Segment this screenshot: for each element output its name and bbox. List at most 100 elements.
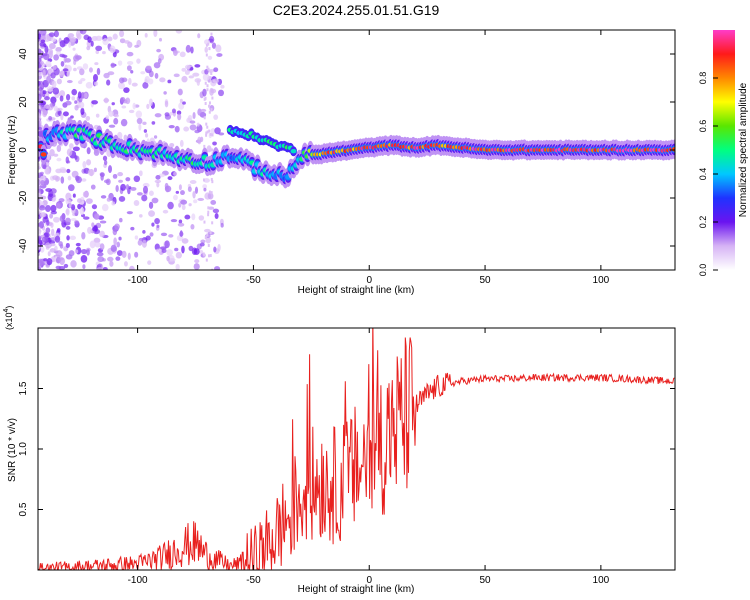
heatmap-noise-cell [65, 217, 71, 225]
heatmap-noise-cell [208, 190, 211, 194]
heatmap-noise-cell [46, 219, 50, 226]
heatmap-noise-cell [79, 196, 85, 205]
x-tick-label: 50 [479, 275, 491, 286]
heatmap-noise-cell [59, 168, 67, 174]
snr-panel: -100 -50 0 50 100 0.5 1.0 1.5 (x104) Height of … [3, 306, 676, 595]
heatmap-noise-cell [59, 215, 65, 223]
heatmap-noise-cell [81, 231, 86, 240]
heatmap-noise-cell [97, 256, 105, 263]
heatmap-noise-cell [74, 249, 79, 254]
heatmap-noise-cell [52, 64, 57, 71]
heatmap-noise-cell [71, 96, 76, 101]
heatmap-noise-cell [151, 121, 156, 125]
heatmap-noise-cell [138, 123, 142, 131]
heatmap-noise-cell [208, 129, 211, 133]
heatmap-noise-cell [128, 109, 135, 114]
heatmap-noise-cell [48, 32, 56, 37]
heatmap-noise-cell [46, 152, 51, 161]
heatmap-noise-cell [59, 40, 66, 48]
heatmap-noise-cell [156, 48, 161, 53]
heatmap-noise-cell [206, 84, 209, 88]
heatmap-noise-cell [181, 245, 185, 254]
heatmap-noise-cell [210, 200, 217, 205]
heatmap-noise-cell [54, 235, 61, 243]
heatmap-noise-cell [180, 199, 188, 205]
heatmap-noise-cell [190, 224, 195, 230]
colorbar-tick-label: 0.4 [698, 168, 708, 181]
heatmap-noise-cell [77, 203, 82, 210]
heatmap-noise-cell [164, 112, 170, 117]
heatmap-noise-cell [111, 201, 116, 206]
heatmap-noise-cell [82, 191, 89, 198]
heatmap-noise-cell [46, 258, 53, 266]
heatmap-noise-cell [75, 176, 82, 184]
snr-line [38, 328, 675, 570]
heatmap-noise-cell [172, 49, 178, 56]
heatmap-noise-cell [72, 193, 76, 198]
heatmap-noise-cell [94, 214, 100, 220]
heatmap-noise-cell [116, 250, 123, 256]
heatmap-noise-cell [133, 175, 141, 183]
heatmap-noise-cell [70, 36, 77, 43]
heatmap-noise-cell [210, 71, 213, 75]
heatmap-noise-cell [81, 178, 87, 182]
heatmap-noise-cell [40, 180, 45, 186]
heatmap-noise-cell [45, 60, 52, 67]
heatmap-noise-cell [207, 42, 210, 46]
heatmap-noise-cell [60, 60, 65, 67]
heatmap-noise-cell [45, 227, 51, 234]
heatmap-noise-cell [86, 159, 92, 166]
heatmap-noise-cell [117, 60, 123, 66]
colorbar-ticks: 0.0 0.2 0.4 0.6 0.8 [698, 72, 718, 277]
heatmap-noise-cell [181, 238, 189, 244]
x-tick-label: 100 [593, 275, 610, 286]
heatmap-noise-cell [212, 208, 220, 214]
heatmap-noise-cell [213, 114, 219, 120]
heatmap-noise-cell [72, 47, 76, 51]
heatmap-noise-cell [77, 80, 83, 85]
heatmap-noise-cell [50, 37, 57, 43]
heatmap-noise-cell [171, 108, 176, 114]
heatmap-noise-cell [205, 131, 208, 135]
figure-title: C2E3.2024.255.01.51.G19 [273, 2, 440, 18]
heatmap-noise-cell [179, 98, 183, 103]
heatmap-noise-cell [134, 235, 139, 240]
heatmap-noise-cell [87, 36, 92, 43]
heatmap-noise-cell [62, 68, 69, 72]
heatmap-noise-cell [90, 40, 94, 47]
colorbar-tick-label: 0.0 [698, 264, 708, 277]
heatmap-noise-cell [196, 79, 200, 86]
heatmap-noise-cell [176, 110, 182, 115]
heatmap-noise-cell [117, 131, 123, 140]
heatmap-noise-cell [211, 96, 214, 100]
heatmap-noise-cell [118, 82, 125, 90]
heatmap-noise-cell [71, 88, 78, 96]
heatmap-noise-cell [184, 70, 190, 75]
heatmap-noise-cell [38, 266, 42, 270]
heatmap-noise-cell [65, 93, 71, 101]
heatmap-noise-cell [39, 42, 46, 47]
heatmap-noise-cell [181, 67, 187, 72]
heatmap-noise-cell [38, 57, 41, 64]
heatmap-noise-cell [115, 185, 119, 193]
heatmap-noise-cell [53, 30, 60, 38]
heatmap-noise-cell [125, 184, 130, 191]
heatmap-noise-cell [181, 204, 186, 211]
heatmap-noise-cell [49, 43, 56, 50]
heatmap-noise-cell [142, 121, 147, 125]
heatmap-noise-cell [178, 219, 183, 224]
heatmap-noise-cell [203, 178, 210, 183]
heatmap-noise-cell [53, 105, 58, 112]
heatmap-noise-cell [64, 100, 72, 106]
heatmap-noise-cell [162, 209, 169, 214]
heatmap-noise-cell [56, 228, 61, 233]
heatmap-noise-cell [121, 250, 127, 258]
heatmap-noise-cell [155, 175, 161, 180]
heatmap-noise-cell [69, 143, 74, 149]
heatmap-noise-cell [203, 116, 206, 120]
snr-xlabel: Height of straight line (km) [298, 584, 415, 595]
heatmap-noise-cell [210, 79, 217, 87]
heatmap-noise-cell [167, 176, 173, 181]
heatmap-noise-cell [82, 63, 89, 70]
heatmap-noise-cell [130, 69, 134, 74]
